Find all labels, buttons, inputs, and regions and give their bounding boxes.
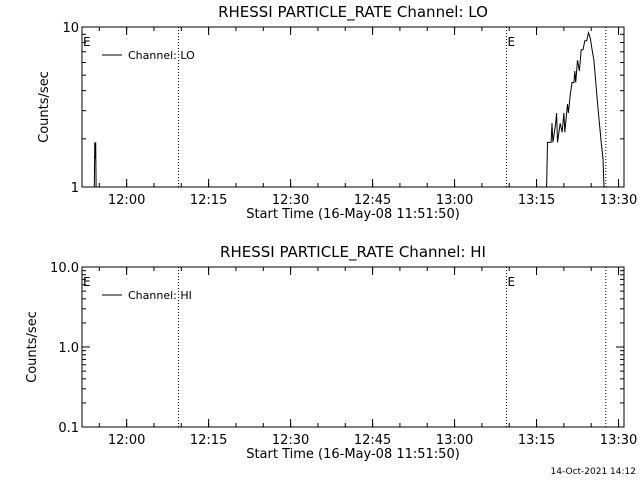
x-tick-label: 12:45 bbox=[354, 433, 391, 448]
event-marker: E bbox=[507, 35, 515, 49]
event-marker: E bbox=[507, 275, 515, 289]
x-tick-label: 13:15 bbox=[518, 433, 555, 448]
footer-timestamp: 14-Oct-2021 14:12 bbox=[550, 467, 636, 477]
x-tick-label: 12:45 bbox=[354, 193, 391, 208]
plot-frame bbox=[81, 26, 625, 188]
event-marker: E bbox=[83, 275, 91, 289]
y-tick-label: 1 bbox=[71, 181, 79, 196]
x-tick-label: 12:30 bbox=[272, 433, 309, 448]
x-axis-label: Start Time (16-May-08 11:51:50) bbox=[246, 447, 460, 462]
y-axis-label: Counts/sec bbox=[25, 311, 40, 383]
event-marker: E bbox=[83, 35, 91, 49]
series-line bbox=[93, 142, 97, 188]
y-tick-label: 10 bbox=[62, 21, 79, 36]
y-axis-label: Counts/sec bbox=[37, 71, 52, 143]
x-tick-label: 12:00 bbox=[108, 433, 145, 448]
y-tick-label: 1.0 bbox=[58, 341, 79, 356]
legend-entry: Channel: LO bbox=[128, 49, 195, 62]
x-tick-label: 12:30 bbox=[272, 193, 309, 208]
chart-title: RHESSI PARTICLE_RATE Channel: LO bbox=[218, 3, 488, 22]
x-tick-label: 13:00 bbox=[436, 433, 473, 448]
x-tick-label: 13:00 bbox=[436, 193, 473, 208]
x-axis-label: Start Time (16-May-08 11:51:50) bbox=[246, 207, 460, 222]
series-line bbox=[546, 30, 605, 188]
chart-title: RHESSI PARTICLE_RATE Channel: HI bbox=[220, 243, 486, 262]
x-tick-label: 13:30 bbox=[600, 193, 637, 208]
x-tick-label: 12:15 bbox=[190, 433, 227, 448]
x-tick-label: 13:15 bbox=[518, 193, 555, 208]
chart-hi-channel: RHESSI PARTICLE_RATE Channel: HI 12:00 12:… bbox=[25, 243, 637, 462]
y-tick-label: 10.0 bbox=[50, 261, 79, 276]
y-tick-label: 0.1 bbox=[58, 421, 79, 436]
x-tick-label: 12:15 bbox=[190, 193, 227, 208]
x-tick-label: 12:00 bbox=[108, 193, 145, 208]
chart-lo-channel: RHESSI PARTICLE_RATE Channel: LO 12:00 12:… bbox=[37, 3, 637, 222]
legend-entry: Channel: HI bbox=[128, 289, 192, 302]
x-tick-label: 13:30 bbox=[600, 433, 637, 448]
